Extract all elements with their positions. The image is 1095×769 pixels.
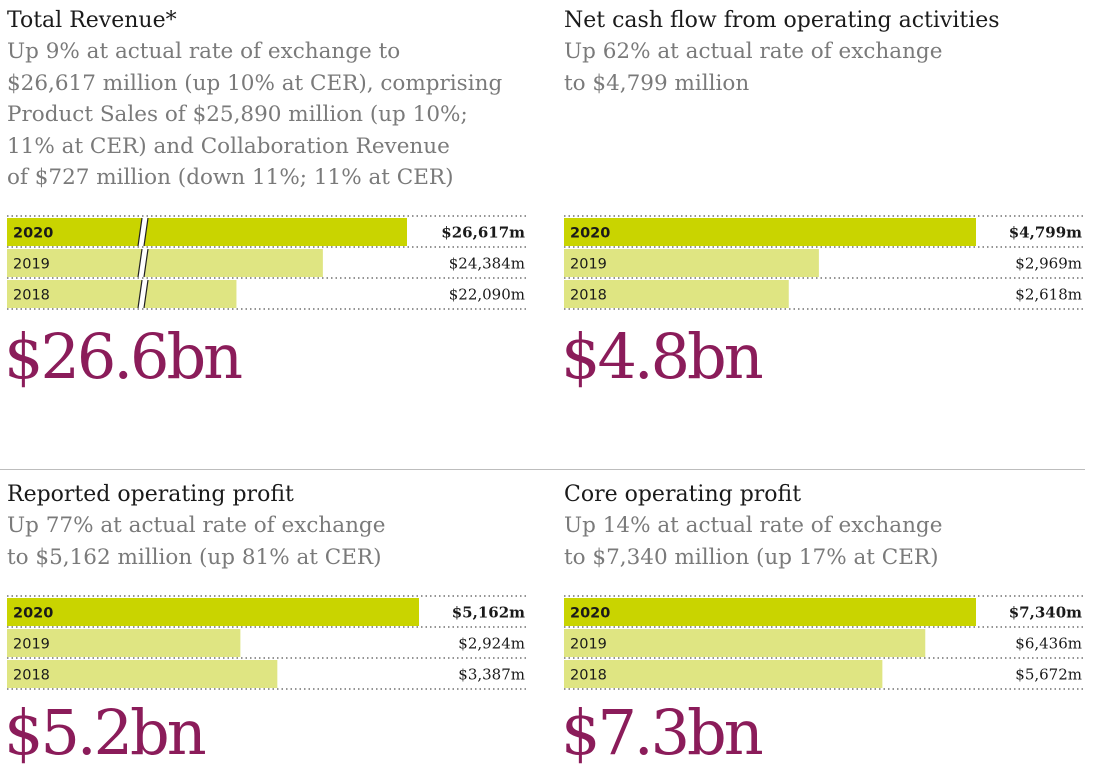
bar-value-label: $26,617m — [441, 224, 525, 242]
panel-desc-line: Up 14% at actual rate of exchange — [564, 513, 943, 538]
panel-total-revenue: Total Revenue* Up 9% at actual rate of e… — [4, 6, 529, 390]
panel-desc-line: Product Sales of $25,890 million (up 10%… — [7, 102, 468, 127]
bar-year-label: 2019 — [13, 637, 50, 653]
headline-figure: $5.2bn — [4, 696, 207, 769]
panel-desc-line: Up 9% at actual rate of exchange to — [7, 39, 401, 64]
bar-value-label: $7,340m — [1009, 604, 1082, 622]
bar-chart-svg: 2020 $26,617m 2019 $24,384m 2018 $22,090m — [7, 215, 529, 310]
headline-figure: $4.8bn — [561, 320, 764, 393]
bar-value-label: $5,672m — [1015, 666, 1082, 684]
bar-chart-svg: 2020 $7,340m 2019 $6,436m 2018 $5,672m — [564, 595, 1086, 690]
axis-break-marker — [137, 217, 149, 309]
bar-chart: 2020 $5,162m 2019 $2,924m 2018 $3,387m — [7, 595, 529, 691]
bar-year-label: 2020 — [570, 606, 610, 622]
panel-desc-line: $26,617 million (up 10% at CER), compris… — [7, 70, 503, 96]
bar-2018 — [7, 660, 278, 688]
bar-2018 — [7, 280, 237, 308]
bar-value-label: $3,387m — [458, 666, 525, 684]
bar-year-label: 2018 — [13, 288, 50, 304]
bar-2020 — [564, 218, 976, 246]
bar-chart: 2020 $4,799m 2019 $2,969m 2018 $2,618m — [564, 215, 1086, 311]
bar-year-label: 2019 — [570, 257, 607, 273]
bar-value-label: $2,618m — [1015, 286, 1082, 304]
panel-desc-line: to $4,799 million — [564, 70, 750, 96]
bar-value-label: $22,090m — [449, 286, 525, 304]
bar-year-label: 2020 — [13, 606, 53, 622]
panel-title: Net cash flow from operating activities — [564, 8, 1000, 33]
bar-2019 — [7, 629, 241, 657]
bar-2020 — [564, 598, 976, 626]
panel-reported-operating-profit: Reported operating profit Up 77% at actu… — [4, 480, 529, 766]
bar-value-label: $24,384m — [449, 255, 525, 273]
panel-title: Core operating profit — [564, 482, 802, 507]
section-divider — [0, 469, 1085, 470]
panel-desc-line: of $727 million (down 11%; 11% at CER) — [7, 165, 454, 190]
bar-2020 — [7, 598, 419, 626]
headline-figure: $26.6bn — [4, 320, 243, 393]
bar-year-label: 2020 — [570, 226, 610, 242]
bar-2020 — [7, 218, 407, 246]
panel-desc-line: Up 77% at actual rate of exchange — [7, 513, 386, 538]
bar-year-label: 2019 — [570, 637, 607, 653]
bar-2018 — [564, 280, 789, 308]
panel-desc-line: to $5,162 million (up 81% at CER) — [7, 544, 382, 570]
bar-chart: 2020 $26,617m 2019 $24,384m 2018 $22,090m — [7, 215, 529, 311]
bar-year-label: 2018 — [570, 668, 607, 684]
panel-desc-line: 11% at CER) and Collaboration Revenue — [7, 133, 450, 159]
bar-chart-svg: 2020 $5,162m 2019 $2,924m 2018 $3,387m — [7, 595, 529, 690]
headline-figure: $7.3bn — [561, 696, 764, 769]
bar-2019 — [564, 629, 926, 657]
bar-value-label: $5,162m — [452, 604, 525, 622]
panel-desc-line: to $7,340 million (up 17% at CER) — [564, 544, 939, 570]
bar-value-label: $2,924m — [458, 635, 525, 653]
panel-core-operating-profit: Core operating profit Up 14% at actual r… — [561, 480, 1086, 766]
bar-year-label: 2019 — [13, 257, 50, 273]
panel-desc-line: Up 62% at actual rate of exchange — [564, 39, 943, 64]
bar-value-label: $6,436m — [1015, 635, 1082, 653]
bar-year-label: 2020 — [13, 226, 53, 242]
bar-value-label: $2,969m — [1015, 255, 1082, 273]
bar-2019 — [7, 249, 323, 277]
bar-year-label: 2018 — [570, 288, 607, 304]
bar-2018 — [564, 660, 883, 688]
bar-chart-svg: 2020 $4,799m 2019 $2,969m 2018 $2,618m — [564, 215, 1086, 310]
bar-chart: 2020 $7,340m 2019 $6,436m 2018 $5,672m — [564, 595, 1086, 691]
bar-year-label: 2018 — [13, 668, 50, 684]
bar-value-label: $4,799m — [1009, 224, 1082, 242]
panel-title: Total Revenue* — [7, 8, 177, 33]
panel-title: Reported operating profit — [7, 482, 294, 507]
bar-2019 — [564, 249, 819, 277]
panel-net-cash-flow: Net cash flow from operating activities … — [561, 6, 1086, 390]
